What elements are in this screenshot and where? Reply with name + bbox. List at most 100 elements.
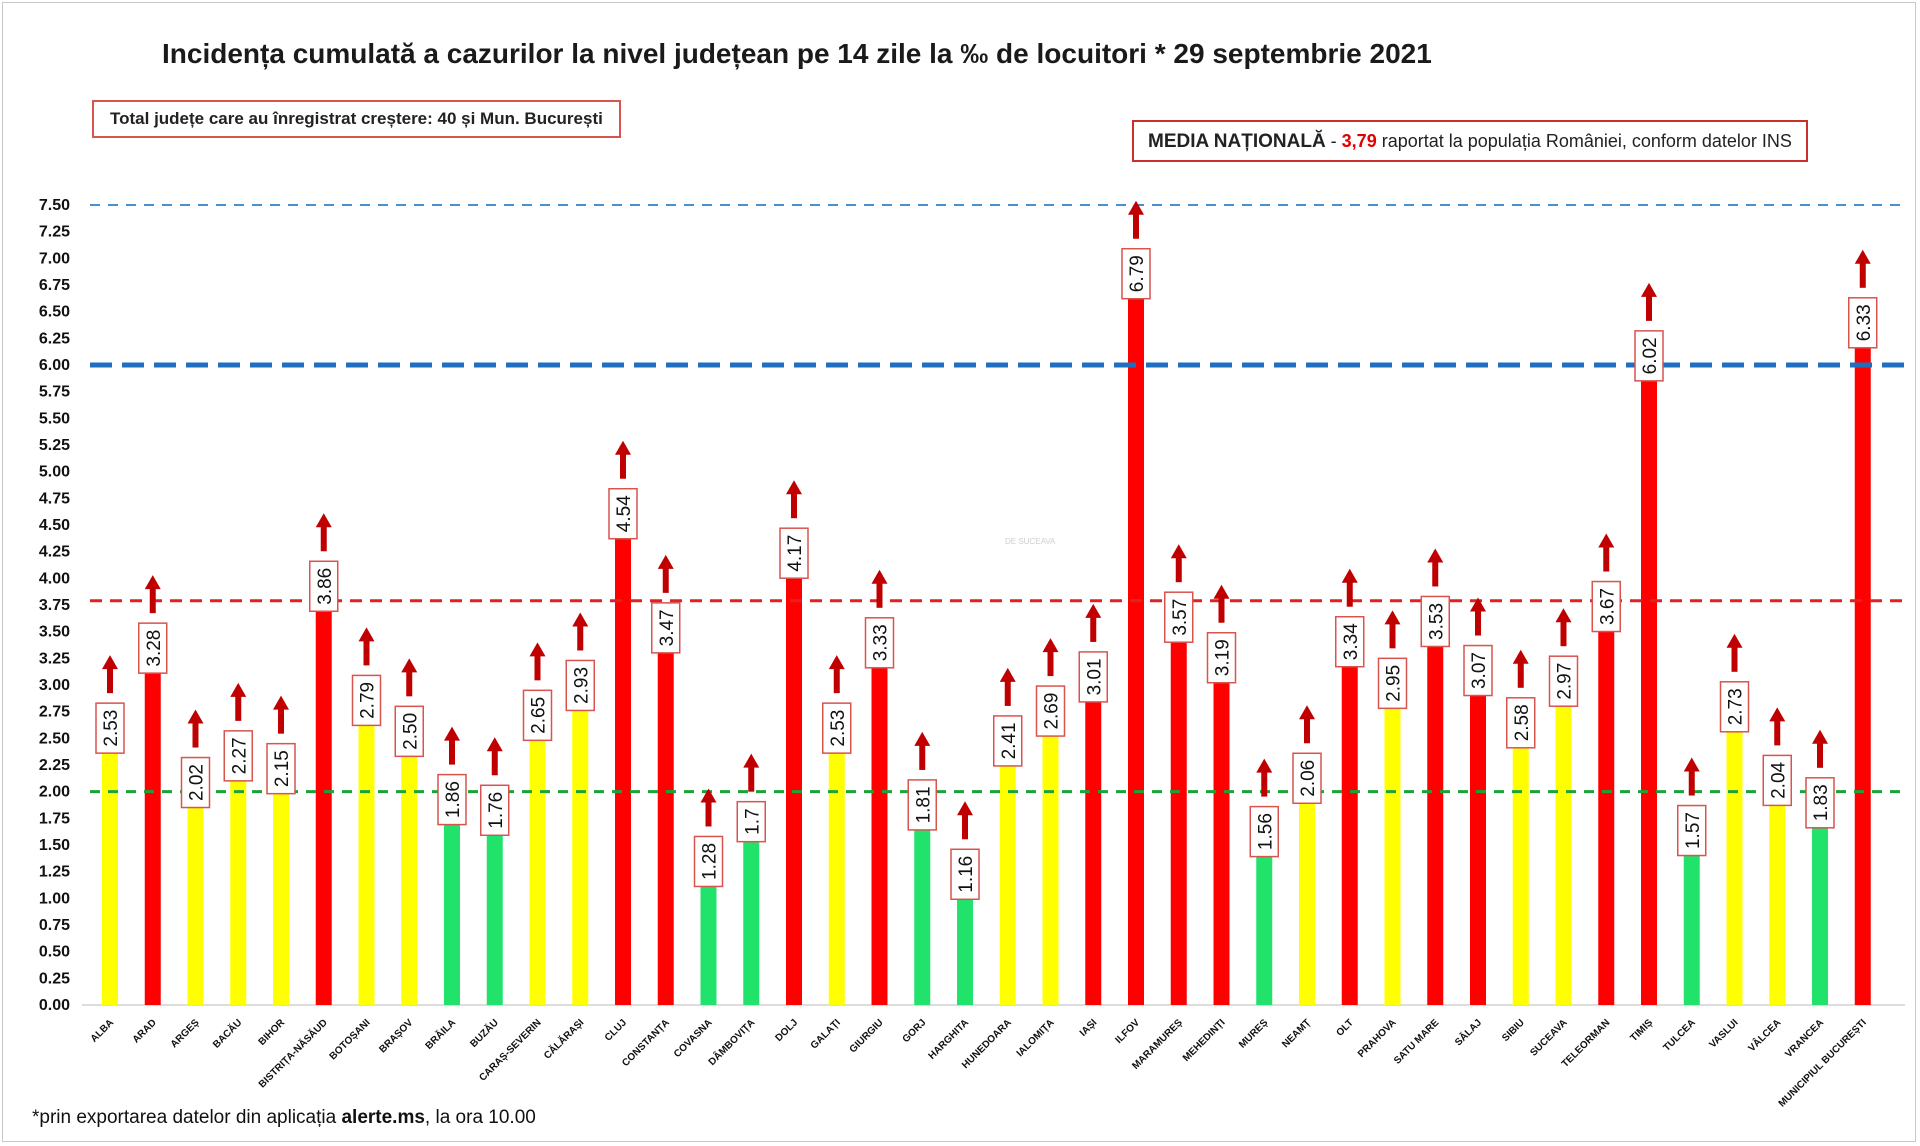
x-tick-label: MEHEDINȚI [1181,1017,1228,1064]
y-tick-label: 4.50 [39,517,70,534]
data-label-box [95,702,125,754]
bar-galați [828,735,845,1005]
data-label: 1.16 [956,856,977,893]
data-label-box [1292,752,1322,805]
data-label-box [1249,805,1279,858]
data-label: 2.73 [1726,688,1747,725]
y-tick-label: 0.25 [39,970,70,987]
data-label: 2.69 [1042,693,1063,730]
bar-sălaj [1470,677,1486,1005]
national-average-text: raportat la populația României, conform … [1376,131,1792,151]
data-label-box [608,487,638,540]
bar-bacău [230,762,247,1005]
trend-up-arrow-head [401,658,418,673]
x-tick-label: NEAMȚ [1280,1017,1313,1050]
trend-up-arrow [534,654,541,681]
trend-up-arrow-head [1384,610,1401,625]
trend-up-arrow [149,587,156,614]
data-label: 1.28 [700,843,721,880]
data-label-box [779,527,809,579]
x-tick-label: CĂLĂRAȘI [541,1016,587,1062]
trend-up-arrow-head [102,655,118,670]
trend-up-arrow-head [657,554,674,569]
trend-up-arrow-head [914,731,931,746]
data-label: 3.01 [1084,658,1105,695]
data-label-box [565,659,595,712]
y-tick-label: 0.50 [39,944,70,961]
trend-up-arrow-head [187,709,204,724]
trend-up-arrow-head [486,737,503,752]
x-tick-label: BISTRIȚA-NĂSĂUD [255,1016,329,1090]
trend-up-arrow-head [871,569,888,584]
x-tick-label: GIURGIU [848,1017,886,1055]
y-tick-label: 4.00 [39,570,70,587]
data-label: 3.53 [1426,603,1447,640]
trend-up-arrow [1603,545,1610,572]
y-tick-label: 7.00 [39,250,70,267]
data-label-box [1591,580,1621,633]
data-label-box [1506,697,1536,749]
bar-alba [102,735,118,1005]
trend-up-arrow [833,667,840,694]
x-tick-label: SĂLAJ [1452,1016,1484,1048]
bar-constanța [657,634,674,1005]
data-label-box [351,674,382,727]
y-tick-label: 2.50 [39,730,70,747]
footnote-prefix: *prin exportarea datelor din aplicația [32,1107,342,1128]
data-label-box [1762,754,1792,807]
bar-suceava [1555,688,1572,1005]
x-tick-label: DOLJ [773,1017,800,1044]
trend-up-arrow [491,749,498,776]
y-tick-label: 6.50 [39,304,70,321]
national-average-dash: - [1325,131,1342,151]
bar-vâlcea [1769,787,1786,1005]
data-label-box [437,773,467,826]
bar-hunedoara [999,747,1016,1005]
trend-up-arrow-head [144,575,161,590]
trend-up-arrow [278,707,284,734]
data-label: 2.53 [101,710,122,747]
trend-up-arrow [1090,615,1097,642]
trend-up-arrow [1859,261,1866,288]
x-tick-label: SIBIU [1500,1017,1527,1044]
trend-up-arrow [1389,622,1396,649]
data-label-box [1078,651,1108,703]
data-label-box [651,602,681,654]
footnote-suffix: , la ora 10.00 [424,1107,536,1128]
data-label-box [736,800,766,843]
bar-brașov [401,738,418,1005]
x-tick-label: BRAȘOV [377,1017,415,1055]
data-label-box [1420,595,1450,648]
y-tick-label: 1.25 [39,864,70,881]
data-label: 4.54 [614,495,635,532]
data-label: 1.81 [913,786,934,823]
trend-up-arrow [449,738,455,765]
x-tick-label: TULCEA [1661,1017,1697,1053]
data-label: 1.76 [486,792,507,829]
data-label: 3.28 [144,630,165,667]
trend-up-arrow [791,492,797,519]
data-label-box [522,689,553,742]
data-label: 4.17 [785,535,806,572]
trend-up-arrow-head [1427,548,1444,563]
trend-up-arrow-head [230,682,247,697]
x-tick-label: PRAHOVA [1356,1017,1399,1060]
trend-up-arrow-head [1598,533,1615,548]
data-label-box [1848,297,1878,349]
trend-up-arrow [1517,661,1524,688]
data-label-box [1677,804,1707,857]
trend-up-arrow [192,721,199,748]
bar-arad [144,655,161,1005]
data-label: 3.19 [1213,639,1234,676]
x-tick-label: BRĂILA [422,1016,458,1052]
bar-ilfov [1128,280,1144,1005]
x-tick-label: MUREȘ [1237,1017,1271,1051]
trend-up-arrow [577,624,584,651]
bar-covasna [700,868,717,1005]
data-label: 1.86 [443,781,464,818]
data-label: 6.33 [1854,304,1875,341]
data-label-box [1719,681,1750,733]
data-label: 3.07 [1469,652,1490,689]
bar-caraș-severin [529,722,546,1005]
